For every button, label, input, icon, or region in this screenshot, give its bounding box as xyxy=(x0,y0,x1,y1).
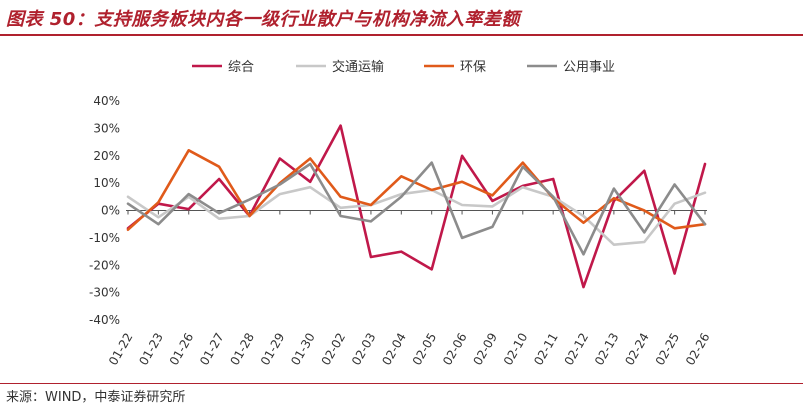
legend-label: 公用事业 xyxy=(563,60,615,75)
line-chart: 综合 交通运输 环保 公用事业 -40% -30% -20% -10% 0% 10% 20% 30%… xyxy=(89,59,713,368)
chart-title: 图表 50：支持服务板块内各一级行业散户与机构净流入率差额 xyxy=(6,9,520,30)
legend-label: 综合 xyxy=(228,60,254,75)
x-tick-label: 02-11 xyxy=(531,331,561,368)
x-tick-label: 02-13 xyxy=(592,331,622,368)
y-tick-label: 20% xyxy=(93,149,120,163)
series-line-环保 xyxy=(126,149,707,231)
y-tick-label: 0% xyxy=(101,204,120,218)
legend: 综合 交通运输 环保 公用事业 xyxy=(192,59,615,75)
x-tick-label: 01-29 xyxy=(258,331,288,368)
x-tick-label: 02-04 xyxy=(379,331,409,368)
y-tick-label: -20% xyxy=(89,258,120,272)
y-tick-label: 30% xyxy=(93,121,120,135)
series-lines xyxy=(126,124,707,289)
y-tick-label: 10% xyxy=(93,176,120,190)
x-tick-label: 02-26 xyxy=(683,331,713,368)
x-tick-label: 02-09 xyxy=(470,330,500,367)
x-tick-label: 01-28 xyxy=(228,331,258,368)
axes: -40% -30% -20% -10% 0% 10% 20% 30% 40% 01-22 01-23… xyxy=(89,94,713,368)
y-tick-label: -30% xyxy=(89,286,120,300)
x-tick-label: 02-25 xyxy=(653,331,683,368)
x-tick-label: 02-02 xyxy=(319,331,349,368)
x-tick-label: 01-22 xyxy=(106,331,136,368)
legend-label: 交通运输 xyxy=(332,59,384,75)
series-line-公用事业 xyxy=(126,161,707,256)
y-tick-label: 40% xyxy=(93,94,120,108)
source-rule xyxy=(0,383,803,384)
source-note: 来源：WIND，中泰证券研究所 xyxy=(6,390,186,405)
x-tick-label: 02-05 xyxy=(410,331,440,368)
x-tick-label: 02-03 xyxy=(349,331,379,368)
x-tick-label: 02-12 xyxy=(562,331,592,368)
x-tick-label: 01-30 xyxy=(288,331,318,368)
x-tick-label: 02-06 xyxy=(440,331,470,368)
x-tick-label: 01-27 xyxy=(197,331,227,368)
y-tick-label: -40% xyxy=(89,313,120,327)
y-tick-label: -10% xyxy=(89,231,120,245)
series-line-综合 xyxy=(126,124,707,289)
x-tick-label: 01-26 xyxy=(167,331,197,368)
series-line-交通运输 xyxy=(126,185,707,246)
x-tick-label: 02-24 xyxy=(622,331,652,368)
x-tick-label: 01-23 xyxy=(136,331,166,368)
title-rule xyxy=(0,34,803,36)
legend-label: 环保 xyxy=(460,60,486,75)
x-tick-label: 02-10 xyxy=(501,331,531,368)
